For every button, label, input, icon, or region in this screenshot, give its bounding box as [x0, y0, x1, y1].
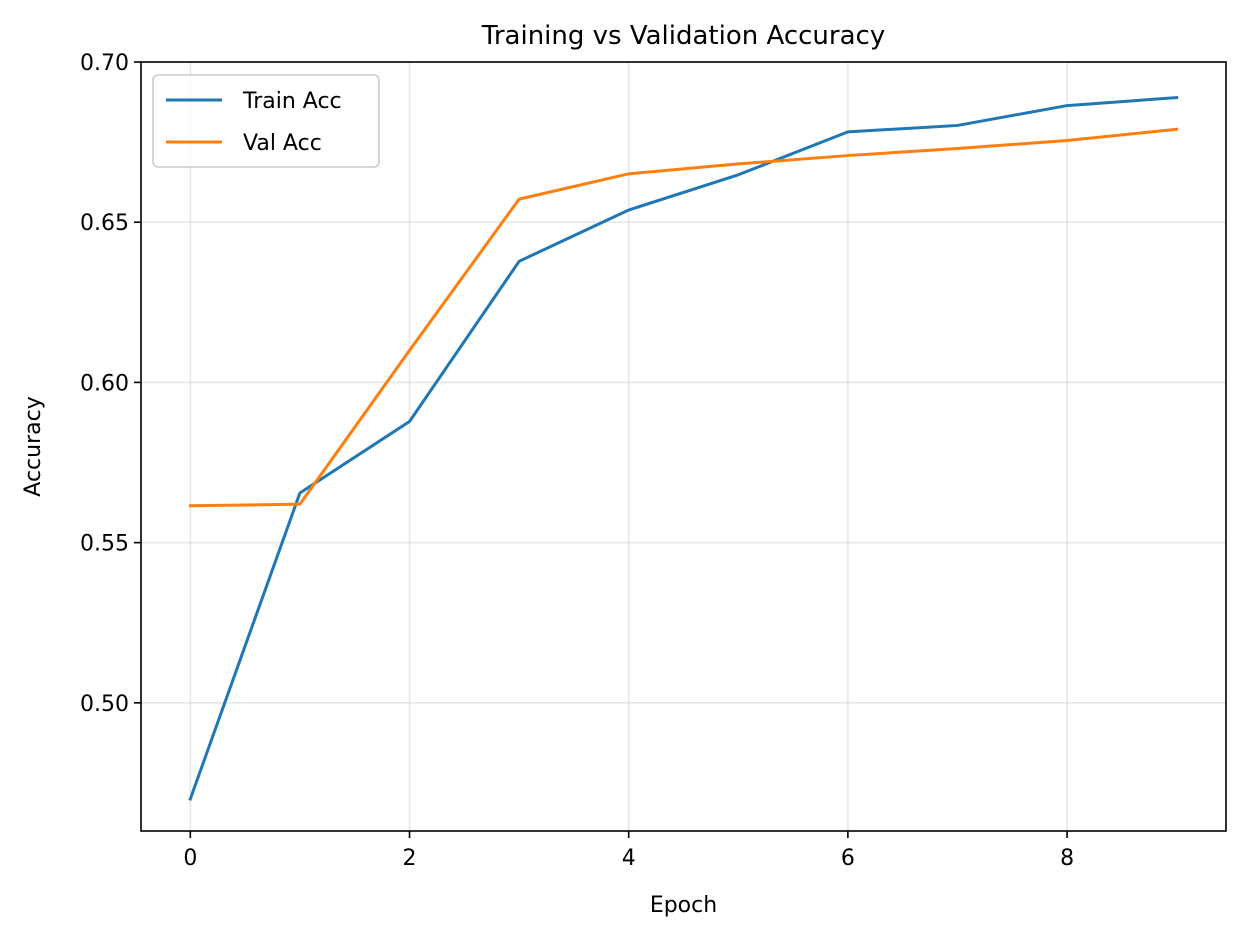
x-tick-label: 0: [183, 846, 197, 871]
y-tick-label: 0.65: [80, 211, 129, 236]
series-line-train-acc: [188, 95, 1179, 801]
y-axis-label: Accuracy: [21, 396, 46, 496]
x-tick-label: 2: [403, 846, 417, 871]
y-tick-label: 0.50: [80, 692, 129, 717]
legend-label-train-acc: Train Acc: [242, 89, 342, 114]
legend-box: [152, 74, 380, 168]
x-axis-label: Epoch: [650, 893, 717, 918]
y-tick-label: 0.60: [80, 371, 129, 396]
x-tick-label: 4: [622, 846, 636, 871]
x-tick-label: 8: [1060, 846, 1074, 871]
series-line-val-acc: [188, 127, 1179, 508]
chart-title: Training vs Validation Accuracy: [481, 21, 885, 51]
legend-label-val-acc: Val Acc: [243, 131, 322, 156]
plot-area-frame: [140, 61, 1227, 832]
y-tick-label: 0.55: [80, 532, 129, 557]
legend: Train Acc Val Acc: [152, 74, 380, 168]
series-lines: [188, 95, 1179, 801]
y-tick-label: 0.70: [80, 51, 129, 76]
axis-ticks: 0 2 4 6 8 0.50 0.55 0.60 0.65 0.70: [80, 51, 1074, 871]
x-tick-label: 6: [841, 846, 855, 871]
